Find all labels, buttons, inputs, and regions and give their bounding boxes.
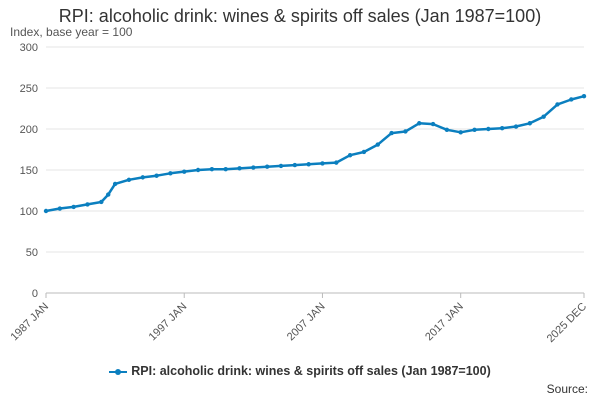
data-point <box>278 163 284 169</box>
data-point <box>112 181 118 187</box>
y-tick-label-200: 200 <box>20 124 38 136</box>
data-point <box>430 121 436 127</box>
data-point <box>168 171 173 176</box>
data-point <box>182 169 187 174</box>
y-tick-label-100: 100 <box>20 206 38 218</box>
data-point <box>140 175 145 180</box>
data-point <box>264 164 270 169</box>
data-point <box>513 124 519 129</box>
data-point <box>99 199 104 205</box>
data-point <box>417 121 422 126</box>
source-label: Source: <box>546 382 588 396</box>
legend-marker-icon <box>109 367 128 377</box>
x-tick-label: 1997 JAN <box>147 301 190 344</box>
data-point <box>472 127 477 133</box>
y-tick-label-250: 250 <box>20 83 38 95</box>
chart-title: RPI: alcoholic drink: wines & spirits of… <box>58 6 542 26</box>
data-point <box>237 166 242 171</box>
data-point <box>195 167 201 173</box>
data-point <box>320 161 325 166</box>
x-tick-label: 2025 DEC <box>545 301 589 345</box>
series-line <box>45 94 585 213</box>
data-point <box>527 121 533 126</box>
data-point <box>361 149 367 155</box>
data-point <box>223 166 228 172</box>
data-point <box>375 142 380 147</box>
y-tick-label-50: 50 <box>26 247 38 259</box>
data-point <box>43 208 49 214</box>
data-point <box>126 177 132 183</box>
data-point <box>251 165 256 170</box>
data-point <box>389 130 394 136</box>
data-point <box>403 129 408 134</box>
y-tick-label-0: 0 <box>32 288 38 300</box>
data-point <box>541 114 546 119</box>
data-point <box>71 204 76 210</box>
legend-label: RPI: alcoholic drink: wines & spirits of… <box>131 364 491 378</box>
data-point <box>458 130 463 135</box>
data-point <box>334 160 339 165</box>
x-tick-label: 2017 JAN <box>423 301 466 344</box>
data-point <box>292 162 298 168</box>
data-point <box>306 162 311 167</box>
y-tick-label-150: 150 <box>20 165 38 177</box>
data-point <box>154 173 159 178</box>
data-point <box>499 125 505 131</box>
data-point <box>106 192 111 197</box>
x-tick-label: 2007 JAN <box>285 301 328 344</box>
legend[interactable]: RPI: alcoholic drink: wines & spirits of… <box>0 364 600 378</box>
data-point <box>57 206 63 211</box>
data-point <box>347 153 353 158</box>
data-point <box>555 102 560 107</box>
y-tick-label-300: 300 <box>20 42 38 54</box>
y-axis-subtitle: Index, base year = 100 <box>10 25 133 39</box>
data-point <box>444 127 450 133</box>
data-point <box>85 202 90 207</box>
data-point <box>209 166 215 172</box>
data-point <box>569 97 574 102</box>
data-point <box>581 94 587 99</box>
data-point <box>486 126 491 132</box>
x-tick-label: 1987 JAN <box>8 301 51 344</box>
